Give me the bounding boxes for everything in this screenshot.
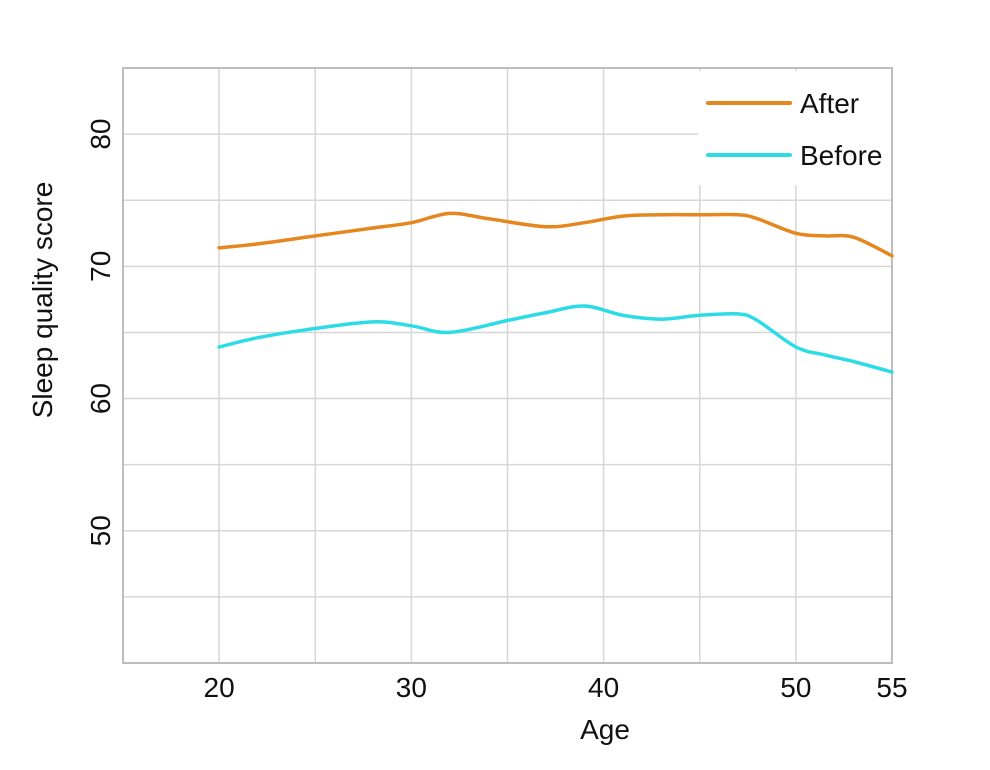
legend: After Before — [706, 88, 883, 171]
y-axis-title: Sleep quality score — [27, 182, 58, 419]
x-tick-label: 55 — [876, 672, 907, 703]
y-tick-label: 50 — [85, 515, 116, 546]
legend-label-after: After — [800, 88, 859, 119]
plot-border — [122, 67, 893, 664]
x-tick-labels: 20 30 40 50 55 — [204, 672, 908, 703]
y-tick-labels: 50 60 70 80 — [85, 119, 116, 547]
series-line-before — [217, 304, 894, 374]
x-axis-title: Age — [580, 714, 630, 745]
legend-background — [698, 71, 893, 185]
x-tick-label: 20 — [204, 672, 235, 703]
y-tick-label: 60 — [85, 383, 116, 414]
x-tick-label: 40 — [588, 672, 619, 703]
x-tick-label: 50 — [780, 672, 811, 703]
y-tick-label: 80 — [85, 119, 116, 150]
y-tick-label: 70 — [85, 251, 116, 282]
x-tick-label: 30 — [396, 672, 427, 703]
series-line-after — [217, 211, 894, 258]
legend-label-before: Before — [800, 140, 883, 171]
series-layer — [217, 211, 894, 374]
